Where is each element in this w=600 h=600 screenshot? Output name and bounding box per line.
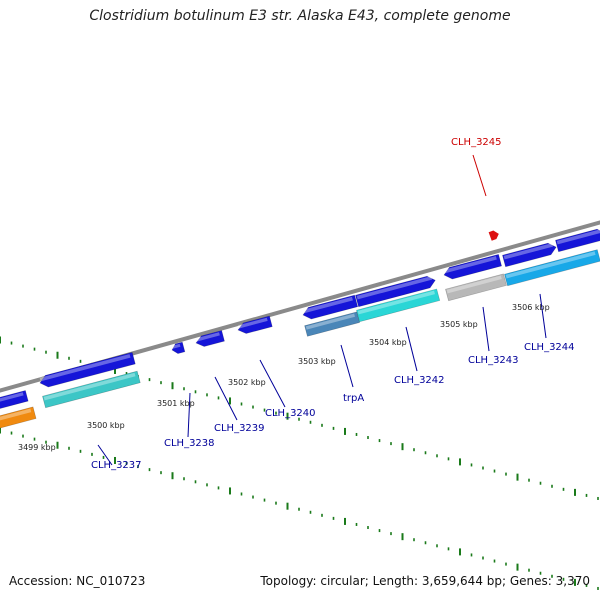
gene-label-clh-3242[interactable]: CLH_3242 [394,375,445,386]
gene-clh-3245-marker[interactable] [488,229,501,241]
leader-line [539,293,547,339]
leader-line [340,344,354,388]
gene-cds[interactable] [237,315,273,335]
leader-line [405,326,418,372]
gene-rna[interactable] [42,370,141,409]
scale-label: 3504 kbp [369,338,407,347]
gene-cds[interactable] [195,330,225,349]
gene-rna[interactable] [504,249,600,287]
scale-label: 3500 kbp [87,421,125,430]
gene-label-clh-3245[interactable]: CLH_3245 [451,137,502,148]
gene-cds[interactable] [502,241,557,268]
scale-label: 3501 kbp [157,399,195,408]
genome-summary-text: Topology: circular; Length: 3,659,644 bp… [260,574,590,588]
accession-text: Accession: NC_010723 [9,574,146,588]
scale-label: 3502 kbp [228,378,266,387]
gene-features [0,227,600,431]
scale-labels: 3499 kbp 3500 kbp 3501 kbp 3502 kbp 3503 kbp… [18,303,550,452]
scale-label: 3505 kbp [440,320,478,329]
leader-line [259,359,286,408]
gene-label-clh-3243[interactable]: CLH_3243 [468,355,519,366]
scale-label: 3506 kbp [512,303,550,312]
gene-cds[interactable] [38,351,136,388]
tick-row-inner [0,426,599,590]
gene-label-clh-3238[interactable]: CLH_3238 [164,438,215,449]
scale-label: 3499 kbp [18,443,56,452]
gene-cds[interactable] [355,274,436,308]
gene-cds[interactable] [0,390,29,410]
gene-cds[interactable] [442,253,502,280]
gene-label-trpa[interactable]: trpA [343,393,364,404]
gene-label-clh-3240[interactable]: CLH_3240 [265,408,316,419]
leader-line [97,444,113,466]
gene-cds[interactable] [171,341,186,355]
leader-line [187,392,191,438]
leader-line [472,154,487,197]
genome-title: Clostridium botulinum E3 str. Alaska E43… [89,8,511,24]
label-leader-lines [97,154,547,466]
gene-label-clh-3244[interactable]: CLH_3244 [524,342,575,353]
gene-label-clh-3237[interactable]: CLH_3237 [91,460,142,471]
gene-label-clh-3239[interactable]: CLH_3239 [214,423,265,434]
gene-rna[interactable] [304,311,360,337]
gene-rna[interactable] [356,288,441,323]
scale-label: 3503 kbp [298,357,336,366]
leader-line [482,306,490,352]
gene-rna[interactable] [0,406,37,431]
gene-cds[interactable] [555,227,600,253]
gene-cds[interactable] [301,294,359,321]
leader-line [214,376,238,421]
gene-rna[interactable] [445,273,507,302]
